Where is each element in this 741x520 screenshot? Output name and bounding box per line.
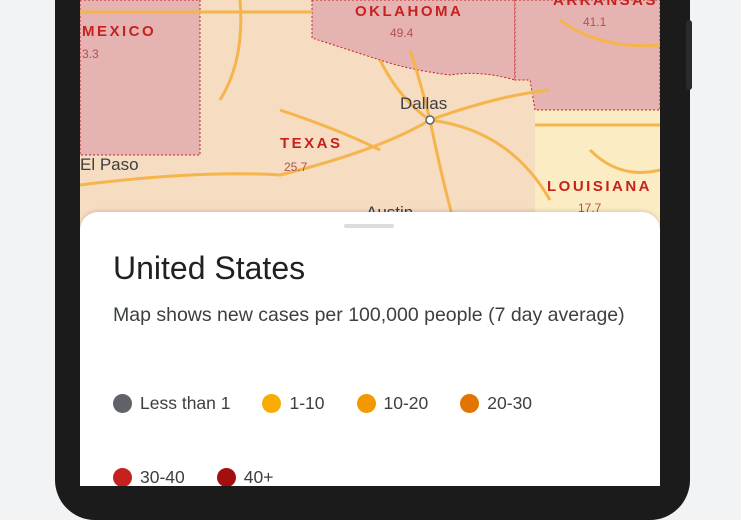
legend-item: Less than 1	[113, 392, 230, 414]
region-name: ARKANSAS	[553, 0, 658, 9]
region-fill	[80, 0, 201, 156]
region-value: 17.7	[578, 201, 602, 215]
panel-title: United States	[113, 250, 306, 286]
region-name: OKLAHOMA	[355, 3, 463, 20]
roads	[80, 0, 660, 216]
region-name: LOUISIANA	[547, 178, 652, 195]
legend-label: Less than 1	[140, 392, 231, 413]
legend-label: 10-20	[383, 392, 429, 413]
legend-swatch	[262, 393, 282, 413]
legend-label: 30-40	[140, 466, 185, 487]
region-name: TEXAS	[280, 135, 343, 152]
legend-swatch	[113, 393, 132, 413]
legend-item: 1-10	[262, 392, 325, 414]
region-fill	[311, 0, 516, 81]
drag-handle[interactable]	[344, 224, 394, 228]
region-value: 49.4	[390, 26, 414, 40]
city-label: Dallas	[400, 94, 447, 113]
legend-swatch	[356, 393, 376, 413]
panel-description: Map shows new cases per 100,000 people (…	[113, 304, 625, 326]
region-fill	[514, 0, 660, 111]
region-value: 25.7	[284, 160, 308, 174]
screen: MEXICO 3.3 OKLAHOMA 49.4 ARKANSAS 41.1 T…	[80, 0, 660, 486]
legend-label: 40+	[243, 466, 274, 487]
region-value: 3.3	[82, 47, 99, 61]
region-value: 41.1	[583, 15, 607, 29]
legend-item: 20-30	[460, 392, 532, 414]
legend-label: 20-30	[487, 392, 533, 413]
phone-button	[686, 20, 692, 90]
page: {"map": {"regions": [ {"name": "MEXICO",…	[55, 0, 692, 520]
city-label: El Paso	[80, 155, 139, 174]
legend-swatch	[460, 393, 480, 413]
legend: Less than 1 1-10 10-20 20-30 30-40 40+	[113, 392, 633, 486]
legend-swatch	[216, 467, 236, 486]
city-dot	[425, 115, 435, 125]
legend-item: 30-40	[113, 466, 185, 486]
legend-label: 1-10	[289, 392, 325, 413]
info-panel: United States Map shows new cases per 10…	[80, 212, 660, 486]
map: MEXICO 3.3 OKLAHOMA 49.4 ARKANSAS 41.1 T…	[80, 0, 660, 240]
legend-item: 40+	[216, 466, 274, 487]
legend-item: 10-20	[356, 392, 429, 414]
legend-swatch	[113, 467, 132, 486]
region-name: MEXICO	[82, 23, 156, 40]
